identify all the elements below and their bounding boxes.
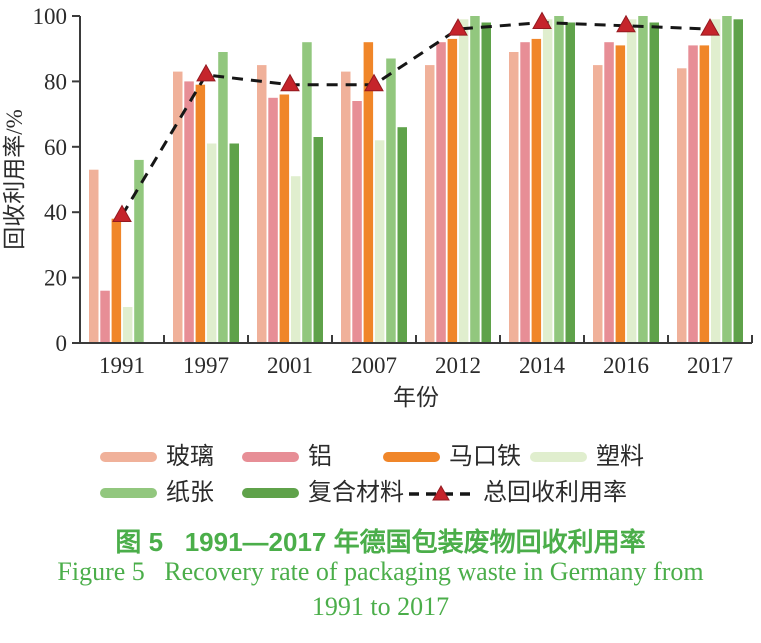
bar-glass-2014 (509, 52, 519, 343)
bar-glass-2017 (677, 68, 687, 344)
bar-aluminum-2012 (436, 42, 446, 343)
x-tick-label-2012: 2012 (435, 353, 481, 378)
legend-label-paper: 纸张 (166, 480, 214, 506)
bar-paper-2012 (470, 16, 480, 343)
bar-tinplate-1997 (195, 84, 206, 343)
x-tick-label-2007: 2007 (351, 353, 397, 378)
bar-composite-2016 (649, 22, 659, 343)
total-recovery-marker-2007 (364, 73, 384, 92)
bar-glass-1991 (89, 169, 99, 343)
bar-paper-2017 (722, 16, 732, 343)
x-tick-label-2017: 2017 (687, 353, 733, 378)
y-tick-label-100: 100 (33, 4, 68, 29)
x-tick-label-2016: 2016 (603, 353, 649, 378)
legend-label-glass: 玻璃 (166, 444, 214, 470)
bar-glass-2012 (425, 65, 435, 343)
x-axis-title: 年份 (393, 385, 439, 410)
total-recovery-line (120, 20, 711, 217)
legend-label-aluminum: 铝 (308, 444, 332, 470)
bar-composite-2001 (313, 137, 323, 343)
bar-tinplate-2012 (447, 38, 458, 344)
bar-aluminum-1991 (100, 290, 110, 343)
bar-glass-2007 (341, 71, 351, 343)
bar-composite-2007 (397, 127, 407, 343)
total-recovery-marker-2017 (700, 18, 720, 36)
bar-composite-1997 (229, 143, 239, 343)
bar-tinplate-1991 (111, 218, 122, 343)
total-recovery-marker-2012 (448, 18, 468, 36)
bar-composite-2017 (733, 19, 743, 344)
bar-tinplate-2016 (615, 45, 626, 344)
bar-plastic-2007 (374, 140, 385, 343)
bar-glass-2016 (593, 65, 603, 343)
y-tick-label-40: 40 (44, 200, 67, 225)
legend-label-tinplate: 马口铁 (449, 444, 521, 470)
bar-paper-2007 (386, 58, 396, 343)
total-recovery-triangle-icon (432, 484, 450, 501)
bar-aluminum-2007 (352, 101, 362, 343)
bar-aluminum-2017 (688, 45, 698, 344)
bar-paper-1997 (218, 52, 228, 343)
bar-aluminum-2016 (604, 42, 614, 343)
glass-swatch (100, 452, 157, 462)
bar-composite-2012 (481, 22, 491, 343)
aluminum-swatch (242, 452, 299, 462)
legend-item-glass: 玻璃 (100, 444, 214, 470)
legend-item-total-recovery-rate: 总回收利用率 (408, 480, 627, 506)
bar-glass-1997 (173, 71, 183, 343)
paper-swatch (100, 488, 157, 498)
bar-plastic-2016 (626, 19, 637, 344)
legend-label-composite: 复合材料 (308, 480, 404, 506)
figure-caption-en-line1: Figure 5 Recovery rate of packaging wast… (57, 557, 704, 586)
y-tick-label-60: 60 (44, 135, 67, 160)
bar-paper-2001 (302, 42, 312, 343)
x-tick-label-1991: 1991 (99, 353, 145, 378)
bar-plastic-1997 (206, 143, 217, 343)
tinplate-swatch (383, 452, 440, 462)
total-recovery-marker-2016 (616, 14, 636, 33)
bar-plastic-2012 (458, 19, 469, 344)
y-axis-title: 回收利用率/% (2, 109, 27, 250)
x-tick-label-2014: 2014 (519, 353, 566, 378)
bar-line-chart: 1991 1997 2001 2007 2012 2014 2016 2017 0 20 40 60 8… (2, 4, 753, 410)
bar-paper-2016 (638, 16, 648, 343)
bar-aluminum-2014 (520, 42, 530, 343)
total-recovery-marker-2014 (532, 11, 552, 29)
x-tick-label-1997: 1997 (183, 353, 229, 378)
bar-composite-2014 (565, 22, 575, 343)
figure-caption-zh: 图 5 1991—2017 年德国包装废物回收利用率 (115, 527, 646, 557)
bar-plastic-2014 (542, 19, 553, 344)
bar-aluminum-2001 (268, 97, 278, 344)
total-recovery-marker-2001 (280, 73, 300, 92)
bar-plastic-2017 (710, 19, 721, 344)
y-tick-label-20: 20 (44, 266, 67, 291)
legend-item-plastic: 塑料 (530, 444, 644, 470)
bar-aluminum-1997 (184, 81, 194, 344)
bar-glass-2001 (257, 65, 267, 343)
bar-tinplate-2007 (363, 42, 374, 343)
total-recovery-marker-1997 (196, 63, 216, 82)
bar-tinplate-2017 (699, 45, 710, 344)
total-recovery-line-swatch (409, 484, 473, 501)
bar-tinplate-2014 (531, 38, 542, 344)
legend-label-plastic: 塑料 (596, 444, 644, 470)
figure-caption-en-line2: 1991 to 2017 (311, 592, 450, 621)
bar-paper-2014 (554, 16, 564, 343)
legend-item-tinplate: 马口铁 (383, 444, 521, 470)
legend-label-total-recovery-rate: 总回收利用率 (483, 480, 627, 506)
bar-tinplate-2001 (279, 94, 290, 343)
legend-item-aluminum: 铝 (242, 444, 332, 470)
composite-swatch (242, 488, 299, 498)
y-tick-label-0: 0 (56, 331, 68, 356)
legend-item-composite: 复合材料 (242, 480, 404, 506)
y-tick-label-80: 80 (44, 69, 67, 94)
x-tick-label-2001: 2001 (267, 353, 313, 378)
legend-item-paper: 纸张 (100, 480, 214, 506)
bar-plastic-1991 (122, 307, 133, 343)
plastic-swatch (530, 452, 587, 462)
bar-plastic-2001 (290, 176, 301, 343)
bar-paper-1991 (134, 159, 144, 343)
total-recovery-marker-1991 (112, 204, 132, 222)
